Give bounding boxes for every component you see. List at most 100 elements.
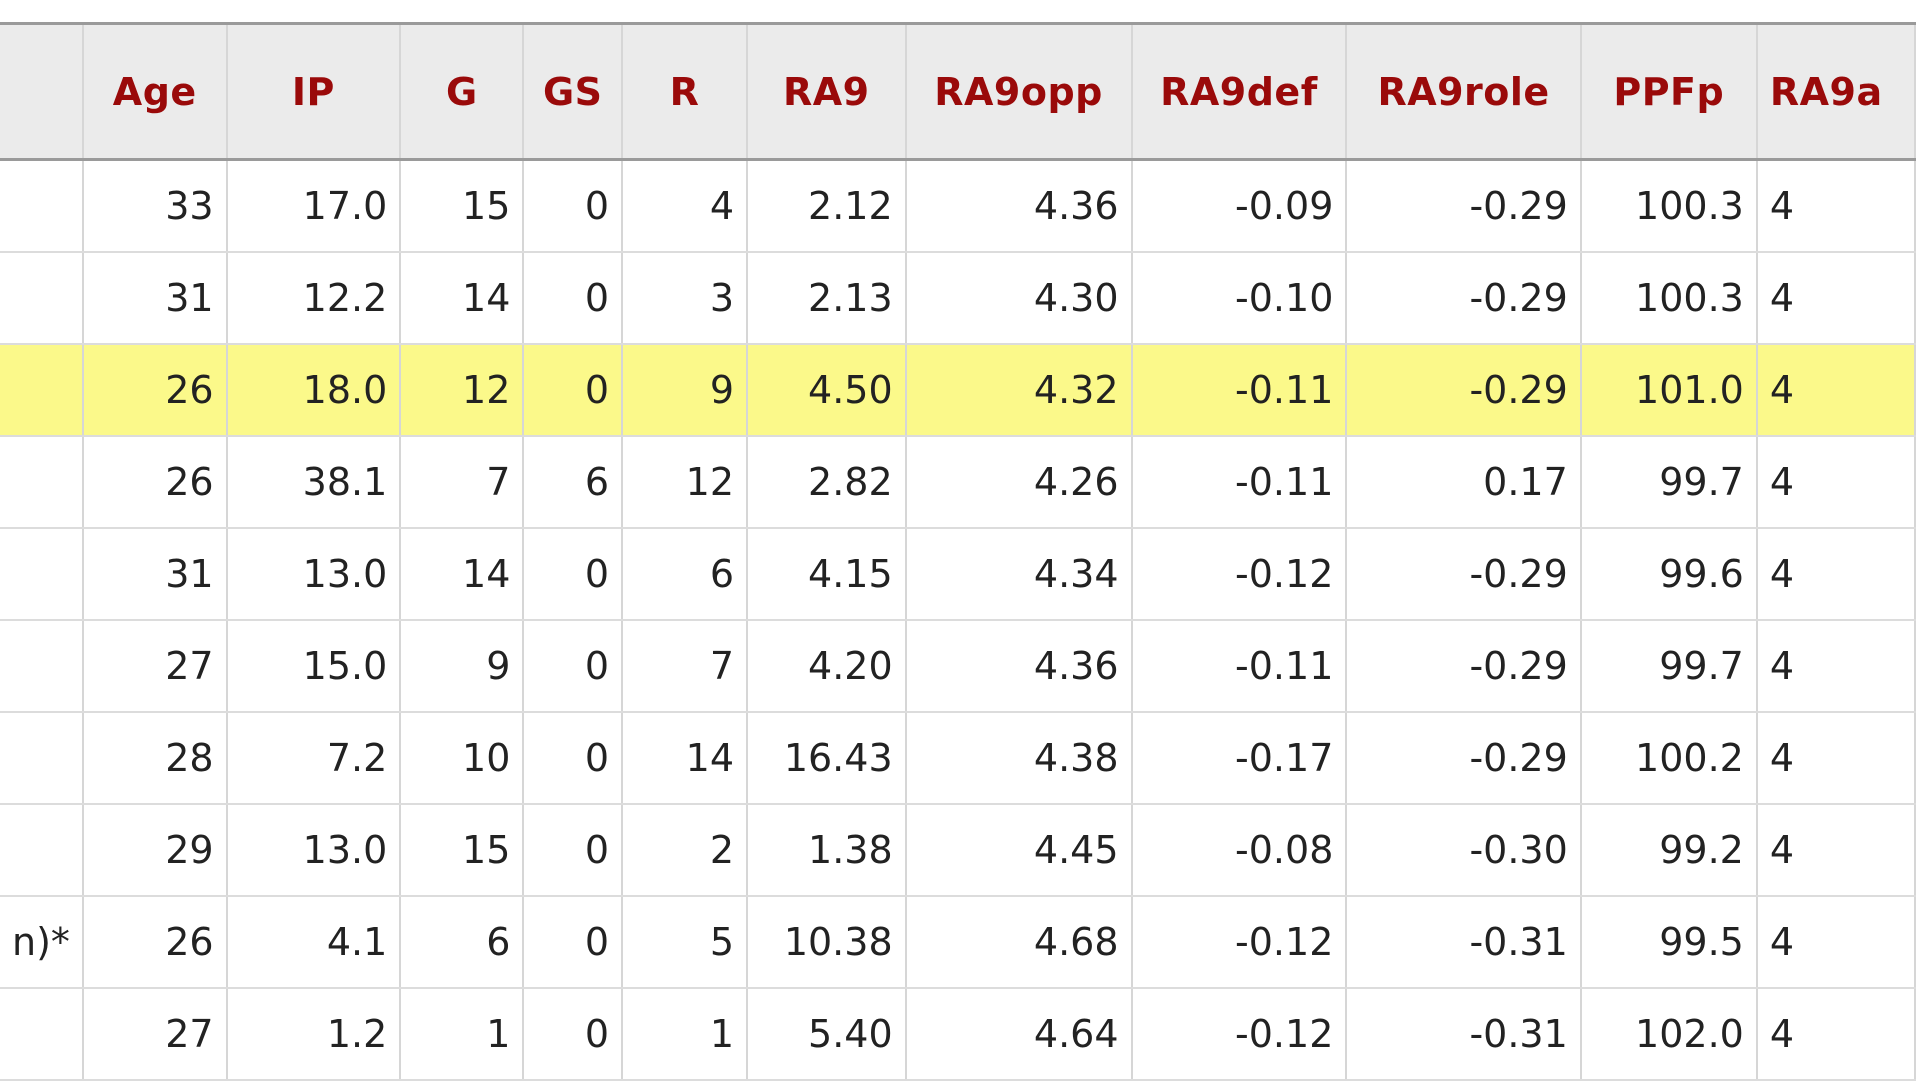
column-header-age[interactable]: Age xyxy=(81,22,228,161)
cell-ra9: 1.38 xyxy=(746,803,907,897)
cell-ra9role: -0.29 xyxy=(1345,619,1582,713)
cell-ra9a: 4 xyxy=(1755,711,1917,805)
cell-ra9opp: 4.38 xyxy=(904,711,1133,805)
cell-g: 10 xyxy=(399,711,525,805)
cell-name xyxy=(0,711,84,805)
cell-g: 7 xyxy=(399,435,525,529)
cell-ra9opp: 4.26 xyxy=(904,435,1133,529)
cell-ip: 38.1 xyxy=(225,435,402,529)
cell-age: 27 xyxy=(81,987,228,1081)
cell-ra9a: 4 xyxy=(1755,803,1917,897)
cell-ra9: 16.43 xyxy=(746,711,907,805)
cell-ra9def: -0.12 xyxy=(1130,987,1348,1081)
cell-ip: 1.2 xyxy=(225,987,402,1081)
cell-ppfp: 102.0 xyxy=(1579,987,1758,1081)
cell-r: 4 xyxy=(621,159,749,253)
cell-ra9opp: 4.45 xyxy=(904,803,1133,897)
column-header-g[interactable]: G xyxy=(399,22,525,161)
cell-name xyxy=(0,435,84,529)
column-header-gs[interactable]: GS xyxy=(522,22,624,161)
cell-ppfp: 100.3 xyxy=(1579,251,1758,345)
cell-ra9role: -0.29 xyxy=(1345,711,1582,805)
column-header-ip[interactable]: IP xyxy=(225,22,402,161)
cell-name xyxy=(0,343,84,437)
cell-name xyxy=(0,159,84,253)
table-row: 28 7.2 10 0 14 16.43 4.38 -0.17 -0.29 100.2 4 xyxy=(0,711,1917,805)
cell-gs: 0 xyxy=(522,343,624,437)
cell-gs: 6 xyxy=(522,435,624,529)
cell-age: 29 xyxy=(81,803,228,897)
cell-ra9opp: 4.36 xyxy=(904,159,1133,253)
cell-ra9def: -0.08 xyxy=(1130,803,1348,897)
cell-ra9role: -0.31 xyxy=(1345,987,1582,1081)
table-row: 27 15.0 9 0 7 4.20 4.36 -0.11 -0.29 99.7 4 xyxy=(0,619,1917,713)
cell-ra9a: 4 xyxy=(1755,987,1917,1081)
cell-ra9opp: 4.30 xyxy=(904,251,1133,345)
cell-g: 14 xyxy=(399,527,525,621)
cell-name: n)* xyxy=(0,895,84,989)
cell-ppfp: 99.6 xyxy=(1579,527,1758,621)
cell-ra9def: -0.11 xyxy=(1130,619,1348,713)
column-header-ra9role[interactable]: RA9role xyxy=(1345,22,1582,161)
table-row: 31 12.2 14 0 3 2.13 4.30 -0.10 -0.29 100.3 4 xyxy=(0,251,1917,345)
cell-ra9a: 4 xyxy=(1755,527,1917,621)
cell-ra9role: -0.30 xyxy=(1345,803,1582,897)
cell-ra9role: -0.29 xyxy=(1345,159,1582,253)
cell-ip: 15.0 xyxy=(225,619,402,713)
cell-ra9role: -0.29 xyxy=(1345,343,1582,437)
column-header-ra9a[interactable]: RA9a xyxy=(1755,22,1917,161)
cell-ra9: 4.50 xyxy=(746,343,907,437)
cell-age: 31 xyxy=(81,527,228,621)
cell-ra9: 2.13 xyxy=(746,251,907,345)
cell-ra9: 2.12 xyxy=(746,159,907,253)
cell-ra9def: -0.17 xyxy=(1130,711,1348,805)
column-header-ra9[interactable]: RA9 xyxy=(746,22,907,161)
cell-ra9role: -0.29 xyxy=(1345,527,1582,621)
cell-ra9: 5.40 xyxy=(746,987,907,1081)
cell-ppfp: 99.5 xyxy=(1579,895,1758,989)
cell-age: 26 xyxy=(81,895,228,989)
cell-r: 7 xyxy=(621,619,749,713)
cell-age: 26 xyxy=(81,343,228,437)
cell-ra9: 2.82 xyxy=(746,435,907,529)
cell-gs: 0 xyxy=(522,619,624,713)
cell-ra9def: -0.11 xyxy=(1130,343,1348,437)
cell-ra9role: -0.29 xyxy=(1345,251,1582,345)
table-row: 26 38.1 7 6 12 2.82 4.26 -0.11 0.17 99.7 4 xyxy=(0,435,1917,529)
cell-r: 14 xyxy=(621,711,749,805)
cell-name xyxy=(0,619,84,713)
cell-age: 33 xyxy=(81,159,228,253)
cell-ra9a: 4 xyxy=(1755,435,1917,529)
column-header-ra9opp[interactable]: RA9opp xyxy=(904,22,1133,161)
cell-name xyxy=(0,987,84,1081)
cell-gs: 0 xyxy=(522,987,624,1081)
cell-ip: 18.0 xyxy=(225,343,402,437)
cell-ra9def: -0.12 xyxy=(1130,895,1348,989)
cell-g: 14 xyxy=(399,251,525,345)
cell-ra9def: -0.11 xyxy=(1130,435,1348,529)
cell-r: 6 xyxy=(621,527,749,621)
table-row: 27 1.2 1 0 1 5.40 4.64 -0.12 -0.31 102.0 4 xyxy=(0,987,1917,1081)
table-row: 33 17.0 15 0 4 2.12 4.36 -0.09 -0.29 100.3 4 xyxy=(0,159,1917,253)
cell-age: 26 xyxy=(81,435,228,529)
cell-ra9a: 4 xyxy=(1755,895,1917,989)
cell-ppfp: 99.2 xyxy=(1579,803,1758,897)
cell-ip: 7.2 xyxy=(225,711,402,805)
cell-age: 27 xyxy=(81,619,228,713)
cell-g: 6 xyxy=(399,895,525,989)
column-header-name[interactable] xyxy=(0,22,84,161)
cell-ra9a: 4 xyxy=(1755,343,1917,437)
column-header-r[interactable]: R xyxy=(621,22,749,161)
column-header-ra9def[interactable]: RA9def xyxy=(1130,22,1348,161)
column-header-ppfp[interactable]: PPFp xyxy=(1579,22,1758,161)
cell-g: 15 xyxy=(399,159,525,253)
cell-gs: 0 xyxy=(522,895,624,989)
cell-ra9a: 4 xyxy=(1755,619,1917,713)
cell-name xyxy=(0,527,84,621)
cell-g: 12 xyxy=(399,343,525,437)
cell-ppfp: 101.0 xyxy=(1579,343,1758,437)
cell-name xyxy=(0,803,84,897)
cell-g: 9 xyxy=(399,619,525,713)
cell-ppfp: 99.7 xyxy=(1579,619,1758,713)
cell-gs: 0 xyxy=(522,711,624,805)
